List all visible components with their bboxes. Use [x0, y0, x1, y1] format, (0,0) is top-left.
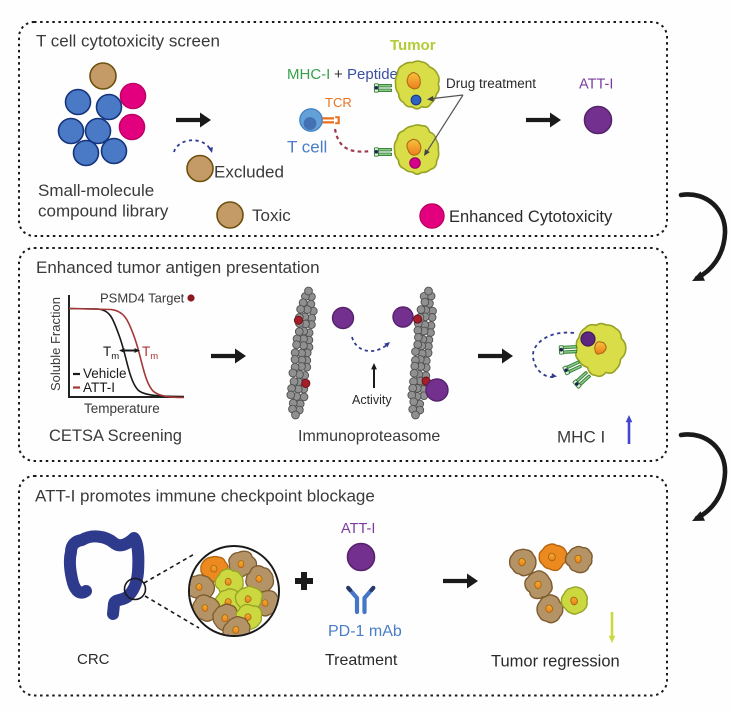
svg-text:T cell cytotoxicity screen: T cell cytotoxicity screen: [36, 32, 220, 51]
svg-text:Treatment: Treatment: [325, 652, 398, 669]
svg-text:CETSA Screening: CETSA Screening: [49, 427, 182, 445]
svg-text:compound library: compound library: [38, 202, 169, 221]
svg-text:ATT-I: ATT-I: [341, 521, 375, 537]
svg-text:Enhanced Cytotoxicity: Enhanced Cytotoxicity: [449, 208, 613, 226]
svg-text:Tumor: Tumor: [390, 37, 436, 54]
svg-text:Enhanced tumor antigen present: Enhanced tumor antigen presentation: [36, 258, 320, 277]
svg-text:ATT-I: ATT-I: [83, 380, 115, 395]
svg-text:Activity: Activity: [352, 393, 392, 407]
svg-text:CRC: CRC: [77, 651, 110, 668]
svg-text:T cell: T cell: [287, 138, 327, 157]
svg-text:Excluded: Excluded: [214, 163, 284, 182]
svg-text:Toxic: Toxic: [252, 206, 291, 225]
svg-text:TCR: TCR: [325, 95, 352, 110]
svg-text:Tumor regression: Tumor regression: [491, 653, 620, 671]
svg-text:Vehicle: Vehicle: [83, 366, 127, 381]
svg-text:+: +: [334, 66, 343, 83]
svg-text:MHC-I: MHC-I: [287, 66, 330, 83]
svg-text:MHC I: MHC I: [557, 428, 605, 447]
svg-text:Peptide: Peptide: [347, 66, 398, 83]
svg-text:ATT-I: ATT-I: [579, 77, 613, 93]
svg-text:Soluble Fraction: Soluble Fraction: [48, 297, 63, 391]
svg-text:Drug treatment: Drug treatment: [446, 76, 536, 91]
svg-text:PSMD4 Target: PSMD4 Target: [100, 291, 185, 306]
svg-text:ATT-I promotes immune checkpoi: ATT-I promotes immune checkpoint blockag…: [35, 487, 375, 506]
svg-text:Immunoproteasome: Immunoproteasome: [298, 428, 440, 445]
svg-text:Small-molecule: Small-molecule: [38, 181, 154, 200]
svg-text:PD-1 mAb: PD-1 mAb: [328, 623, 402, 640]
svg-text:Temperature: Temperature: [84, 401, 160, 416]
